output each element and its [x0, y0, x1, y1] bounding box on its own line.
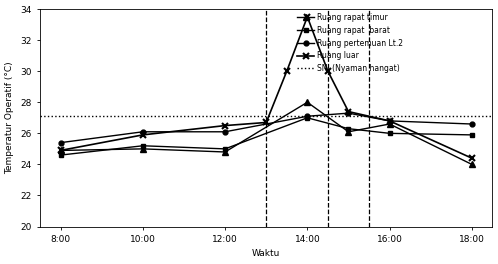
Ruang luar [222, 124, 228, 127]
Ruang rapat timur [58, 149, 64, 152]
Ruang luar [325, 70, 331, 73]
Line: Ruang rapat timur: Ruang rapat timur [58, 100, 475, 167]
Ruang rapat timur [386, 122, 392, 126]
Ruang pertemuan Lt.2 [304, 115, 310, 118]
Legend: Ruang rapat timur, Ruang rapat  barat, Ruang pertemuan Lt.2, Ruang luar, SNI (Ny: Ruang rapat timur, Ruang rapat barat, Ru… [297, 13, 403, 73]
Ruang rapat  barat [386, 132, 392, 135]
Ruang rapat  barat [346, 127, 352, 130]
Ruang pertemuan Lt.2 [469, 122, 475, 126]
Ruang rapat  barat [140, 144, 146, 147]
Line: Ruang luar: Ruang luar [57, 13, 476, 162]
Ruang pertemuan Lt.2 [140, 130, 146, 133]
Ruang luar [386, 119, 392, 122]
Ruang rapat  barat [58, 153, 64, 157]
Ruang pertemuan Lt.2 [58, 141, 64, 144]
Ruang pertemuan Lt.2 [386, 119, 392, 122]
Ruang rapat timur [222, 150, 228, 154]
Ruang rapat timur [140, 147, 146, 150]
Ruang luar [469, 157, 475, 160]
Ruang rapat timur [304, 101, 310, 104]
Ruang pertemuan Lt.2 [346, 112, 352, 115]
Ruang rapat  barat [222, 147, 228, 150]
Ruang luar [58, 149, 64, 152]
X-axis label: Waktu: Waktu [252, 249, 280, 258]
Ruang pertemuan Lt.2 [222, 130, 228, 133]
Y-axis label: Temperatur Operatif (°C): Temperatur Operatif (°C) [5, 62, 14, 174]
Ruang luar [346, 110, 352, 113]
Ruang rapat  barat [469, 133, 475, 136]
Line: Ruang pertemuan Lt.2: Ruang pertemuan Lt.2 [58, 111, 474, 145]
Ruang luar [263, 121, 269, 124]
Ruang rapat timur [346, 130, 352, 133]
Ruang rapat  barat [304, 116, 310, 119]
Line: Ruang rapat  barat: Ruang rapat barat [58, 115, 474, 158]
Ruang luar [304, 15, 310, 18]
Ruang rapat timur [469, 163, 475, 166]
Ruang luar [284, 70, 290, 73]
Ruang luar [140, 133, 146, 136]
